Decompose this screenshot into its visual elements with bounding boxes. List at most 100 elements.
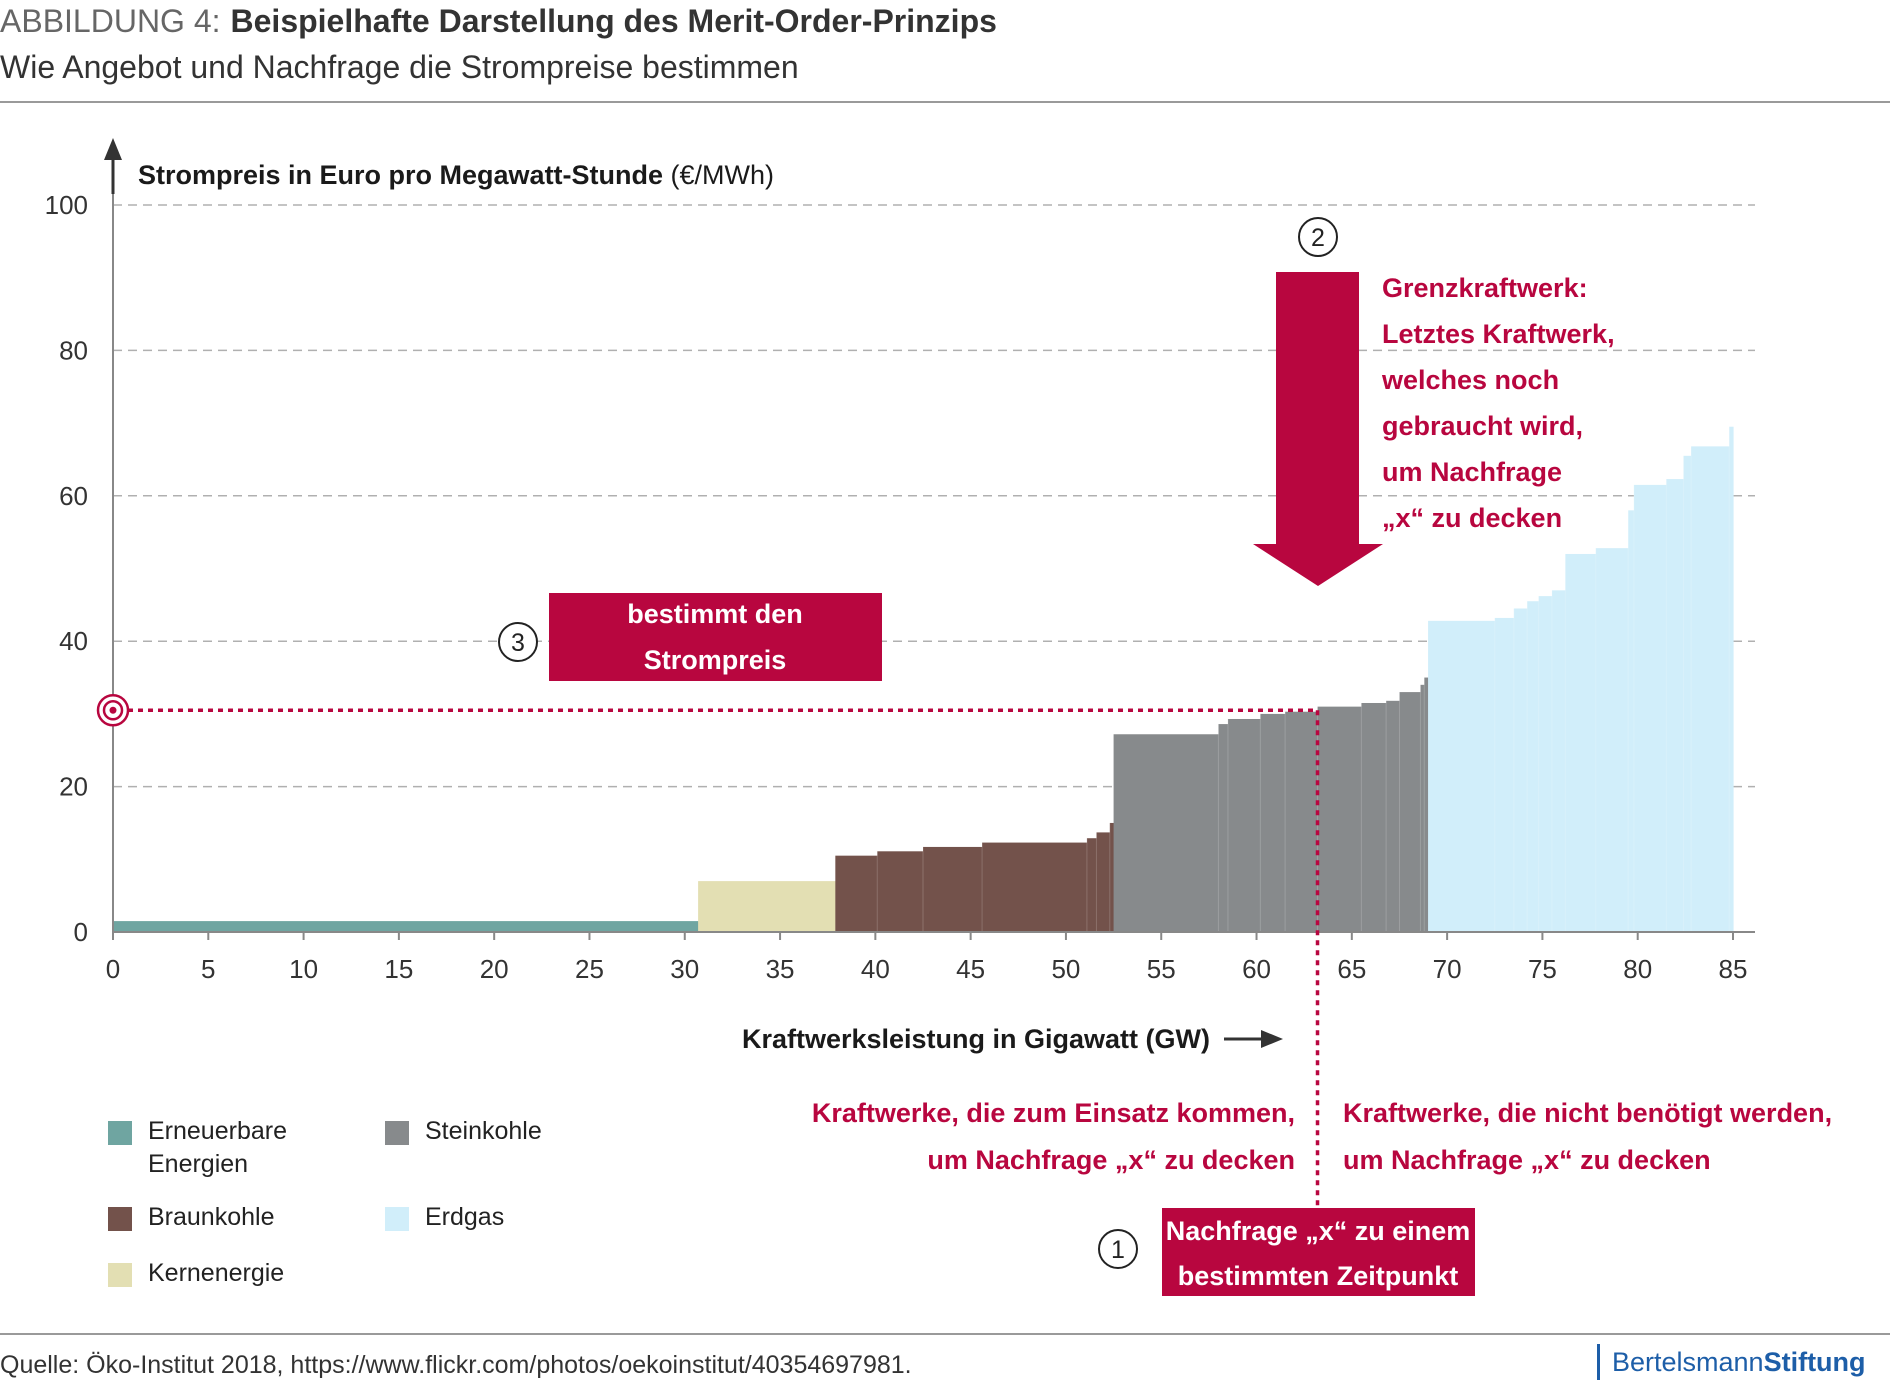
- bar-steinkohle-0: [1113, 734, 1220, 932]
- bar-steinkohle-1: [1218, 724, 1229, 932]
- bar-erdgas-4: [1538, 596, 1553, 932]
- bar-kernenergie-0: [698, 881, 836, 932]
- bar-erdgas-13: [1729, 426, 1734, 932]
- figure-heading: Beispielhafte Darstellung des Merit-Orde…: [230, 3, 997, 39]
- bar-braunkohle-0: [835, 855, 878, 932]
- unused-plants-text-0: Kraftwerke, die nicht benötigt werden,: [1343, 1098, 1832, 1128]
- legend-swatch-braunkohle: [108, 1207, 132, 1231]
- bar-steinkohle-6: [1361, 702, 1387, 932]
- brand-logo: BertelsmannStiftung: [1597, 1344, 1866, 1380]
- marginal-plant-text-5: „x“ zu decken: [1382, 503, 1562, 533]
- x-axis-arrow-head: [1261, 1030, 1283, 1048]
- demand-box-text-1: bestimmten Zeitpunkt: [1178, 1261, 1459, 1291]
- bar-steinkohle-2: [1227, 718, 1261, 932]
- bar-erdgas-12: [1691, 446, 1730, 932]
- x-tick-label-85: 85: [1719, 954, 1748, 984]
- used-plants-text-1: um Nachfrage „x“ zu decken: [927, 1145, 1295, 1175]
- bar-braunkohle-1: [877, 851, 924, 932]
- used-plants-text-0: Kraftwerke, die zum Einsatz kommen,: [812, 1098, 1295, 1128]
- bar-erdgas-6: [1565, 553, 1597, 932]
- x-tick-label-20: 20: [480, 954, 509, 984]
- marginal-plant-text-3: gebraucht wird,: [1382, 411, 1583, 441]
- y-tick-label-40: 40: [59, 626, 88, 656]
- price-target-middle: [102, 700, 124, 721]
- bar-steinkohle-7: [1386, 700, 1401, 932]
- y-tick-label-20: 20: [59, 772, 88, 802]
- bar-erdgas-10: [1666, 479, 1685, 932]
- bar-steinkohle-10: [1424, 677, 1429, 932]
- y-tick-label-80: 80: [59, 335, 88, 365]
- bar-braunkohle-5: [1096, 832, 1111, 932]
- bar-steinkohle-3: [1260, 713, 1286, 932]
- legend-swatch-erneuerbare: [108, 1121, 132, 1145]
- bar-erdgas-1: [1494, 617, 1515, 932]
- x-tick-label-0: 0: [106, 954, 120, 984]
- price-box: [549, 593, 882, 681]
- bar-steinkohle-9: [1420, 684, 1425, 932]
- y-tick-label-0: 0: [74, 917, 88, 947]
- badge-2-label: 2: [1311, 224, 1325, 252]
- x-tick-label-10: 10: [289, 954, 318, 984]
- badge-2-circle: [1298, 217, 1338, 257]
- badge-3-label: 3: [511, 629, 525, 657]
- footer-divider: [0, 1333, 1890, 1335]
- legend-label-erdgas: Erdgas: [425, 1203, 505, 1231]
- legend-swatch-kernenergie: [108, 1263, 132, 1287]
- bar-erdgas-0: [1428, 620, 1496, 932]
- legend-label-steinkohle: Steinkohle: [425, 1117, 542, 1145]
- badge-3-circle: [498, 622, 538, 662]
- x-tick-label-50: 50: [1051, 954, 1080, 984]
- merit-order-chart: 0 5 10 15 20 25 30 35 40 45 50 55 60 65 70 75 80 85 0 20 40 6…: [45, 138, 1832, 1296]
- marginal-plant-text-2: welches noch: [1381, 365, 1559, 395]
- x-tick-label-75: 75: [1528, 954, 1557, 984]
- bar-steinkohle-4: [1285, 711, 1319, 932]
- demand-box-text-0: Nachfrage „x“ zu einem: [1166, 1216, 1471, 1246]
- price-target-center: [109, 706, 117, 714]
- bar-steinkohle-8: [1399, 692, 1422, 932]
- x-tick-label-40: 40: [861, 954, 890, 984]
- x-tick-label-70: 70: [1433, 954, 1462, 984]
- x-tick-label-65: 65: [1337, 954, 1366, 984]
- bar-braunkohle-2: [923, 846, 983, 932]
- demand-box: [1162, 1208, 1475, 1296]
- x-tick-label-25: 25: [575, 954, 604, 984]
- bar-erdgas-8: [1628, 510, 1635, 932]
- source-note: Quelle: Öko-Institut 2018, https://www.f…: [0, 1351, 912, 1379]
- legend-swatch-erdgas: [385, 1207, 409, 1231]
- marginal-plant-text-0: Grenzkraftwerk:: [1382, 273, 1588, 303]
- brand-text-1: Bertelsmann: [1612, 1347, 1764, 1377]
- figure-label: ABBILDUNG 4:: [0, 3, 221, 39]
- bar-steinkohle-5: [1317, 706, 1362, 932]
- marginal-plant-arrow: [1253, 272, 1383, 586]
- figure-title: ABBILDUNG 4: Beispielhafte Darstellung de…: [0, 2, 997, 40]
- x-tick-label-5: 5: [201, 954, 215, 984]
- x-tick-label-35: 35: [766, 954, 795, 984]
- bar-braunkohle-6: [1109, 822, 1115, 932]
- bar-erneuerbare-0: [113, 921, 699, 932]
- x-tick-label-60: 60: [1242, 954, 1271, 984]
- legend-label-braunkohle: Braunkohle: [148, 1203, 275, 1231]
- x-tick-label-15: 15: [384, 954, 413, 984]
- bar-braunkohle-4: [1086, 838, 1098, 932]
- bar-braunkohle-3: [982, 842, 1088, 932]
- bar-erdgas-9: [1633, 484, 1667, 932]
- legend-label-kernenergie: Kernenergie: [148, 1259, 285, 1287]
- x-axis-label: Kraftwerksleistung in Gigawatt (GW): [742, 1024, 1210, 1054]
- unused-plants-text-1: um Nachfrage „x“ zu decken: [1343, 1145, 1711, 1175]
- bar-erdgas-11: [1683, 455, 1692, 932]
- x-tick-label-55: 55: [1147, 954, 1176, 984]
- x-tick-label-80: 80: [1623, 954, 1652, 984]
- bar-erdgas-5: [1551, 590, 1566, 932]
- x-tick-label-45: 45: [956, 954, 985, 984]
- x-tick-label-30: 30: [670, 954, 699, 984]
- bar-erdgas-7: [1595, 548, 1629, 932]
- legend-label-erneuerbare-2: Energien: [148, 1150, 249, 1178]
- bar-erdgas-3: [1527, 601, 1540, 932]
- badge-1-label: 1: [1111, 1236, 1125, 1264]
- legend-label-erneuerbare: Erneuerbare: [148, 1117, 287, 1145]
- header-divider: [0, 101, 1890, 103]
- badge-1-circle: [1098, 1229, 1138, 1269]
- price-box-text-0: bestimmt den: [627, 599, 803, 629]
- y-axis-arrow-head: [104, 138, 122, 160]
- figure-subtitle: Wie Angebot und Nachfrage die Strompreis…: [0, 49, 799, 85]
